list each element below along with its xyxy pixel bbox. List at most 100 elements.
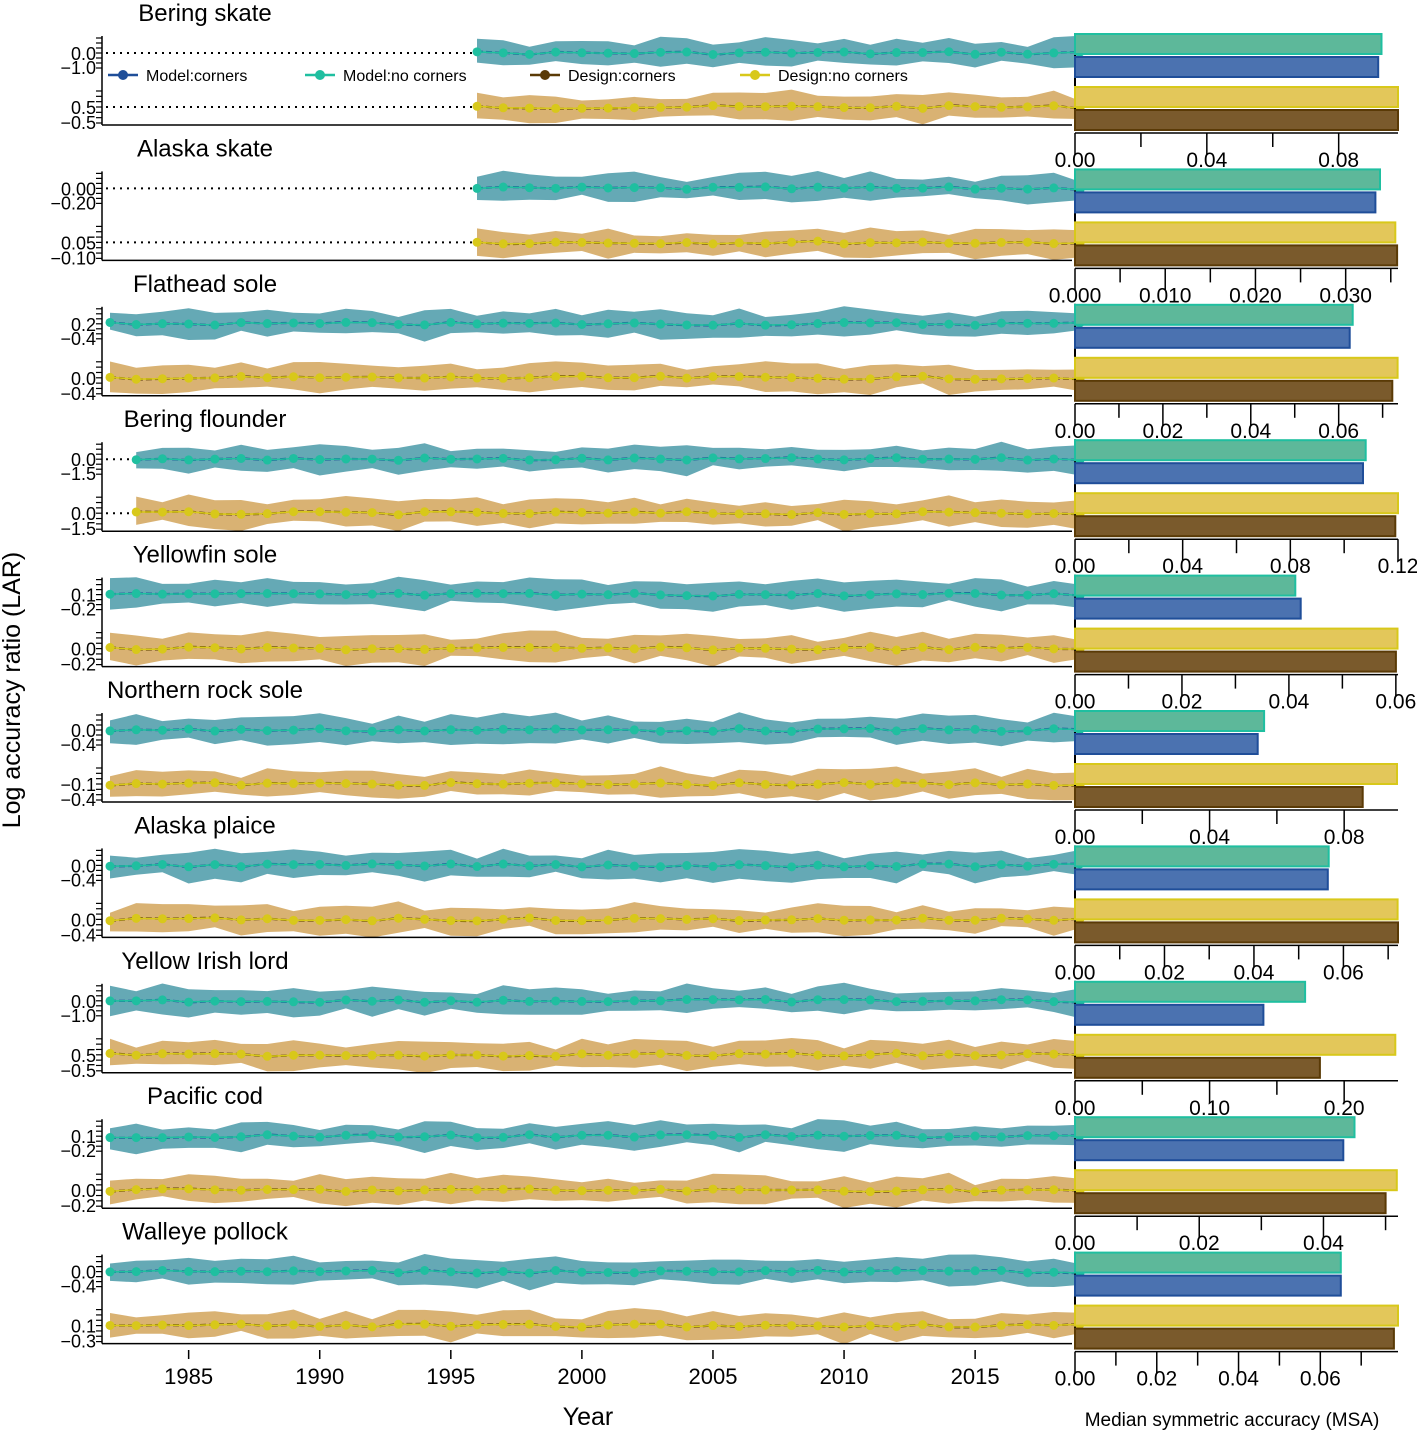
design-point <box>157 1184 167 1194</box>
model-point <box>629 1268 639 1278</box>
msa-tick-label: 0.00 <box>1055 555 1096 578</box>
design-point <box>629 103 639 113</box>
model-point <box>629 588 639 598</box>
model-point <box>787 453 797 463</box>
lar-tick-label: −1.5 <box>60 519 96 539</box>
design-uncertainty-band <box>110 361 1080 395</box>
model-point <box>131 455 141 465</box>
model-point <box>105 1267 115 1277</box>
model-point <box>813 589 823 599</box>
model-point <box>420 726 430 736</box>
design-point <box>891 778 901 788</box>
model-point <box>734 995 744 1005</box>
model-point <box>157 859 167 869</box>
design-point <box>996 1185 1006 1195</box>
model-point <box>289 1266 299 1276</box>
design-point <box>157 507 167 517</box>
design-point <box>1049 373 1059 383</box>
msa-tick-label: 0.06 <box>1323 961 1364 984</box>
design-point <box>629 913 639 923</box>
msa-bar-design-no-corners <box>1074 221 1397 244</box>
legend-label-model-corners: Model:corners <box>146 68 247 85</box>
model-point <box>734 860 744 870</box>
model-point <box>184 1266 194 1276</box>
model-point <box>708 320 718 330</box>
design-point <box>603 915 613 925</box>
model-point <box>131 589 141 599</box>
design-point <box>577 371 587 381</box>
msa-tick-label: 0.06 <box>1318 420 1359 443</box>
design-point <box>367 779 377 789</box>
lar-tick-label: −0.5 <box>60 1061 96 1081</box>
design-point <box>1023 509 1033 519</box>
design-point <box>891 509 901 519</box>
design-point <box>367 1322 377 1332</box>
model-point <box>760 47 770 57</box>
design-point <box>708 101 718 111</box>
model-point <box>420 861 430 871</box>
lar-tick-label: 0.0 <box>71 856 96 876</box>
design-point <box>891 238 901 248</box>
model-point <box>210 1132 220 1142</box>
design-point <box>760 1185 770 1195</box>
lar-tick-label: 0.1 <box>71 1127 96 1147</box>
msa-bar-design-no-corners <box>1074 1033 1397 1056</box>
design-point <box>682 1186 692 1196</box>
design-point <box>944 101 954 111</box>
model-point <box>367 1130 377 1140</box>
design-point <box>420 1319 430 1329</box>
design-point <box>551 507 561 517</box>
model-point <box>131 1267 141 1277</box>
model-point <box>367 589 377 599</box>
msa-tick-label: 0.04 <box>1268 691 1309 714</box>
design-point <box>341 915 351 925</box>
design-point <box>787 237 797 247</box>
msa-tick-label: 0.04 <box>1230 420 1271 443</box>
design-point <box>472 1320 482 1330</box>
msa-bar-design-corners <box>1074 244 1399 267</box>
model-point <box>1023 318 1033 328</box>
model-point <box>944 454 954 464</box>
model-point <box>289 589 299 599</box>
design-point <box>944 780 954 790</box>
msa-tick-label: 0.010 <box>1139 284 1192 307</box>
design-point <box>184 1049 194 1059</box>
design-point <box>131 913 141 923</box>
design-point <box>734 778 744 788</box>
model-point <box>551 724 561 734</box>
model-point <box>996 47 1006 57</box>
design-point <box>865 643 875 653</box>
msa-bar-model-no-corners <box>1074 1116 1356 1139</box>
model-point <box>760 320 770 330</box>
design-point <box>813 1050 823 1060</box>
design-point <box>210 1049 220 1059</box>
design-point <box>970 238 980 248</box>
msa-tick-label: 0.00 <box>1055 149 1096 172</box>
model-point <box>760 1266 770 1276</box>
msa-bar-model-corners <box>1074 1274 1342 1297</box>
design-point <box>1023 914 1033 924</box>
model-point <box>157 1133 167 1143</box>
design-point <box>1023 779 1033 789</box>
design-point <box>315 1321 325 1331</box>
legend-marker-design-no-corners <box>750 70 760 80</box>
lar-tick-label: −1.0 <box>60 1006 96 1026</box>
design-point <box>551 372 561 382</box>
design-point <box>970 1051 980 1061</box>
model-point <box>105 589 115 599</box>
model-point <box>1049 1131 1059 1141</box>
model-point <box>236 1266 246 1276</box>
design-point <box>734 916 744 926</box>
model-point <box>918 859 928 869</box>
model-point <box>236 1132 246 1142</box>
design-point <box>629 1319 639 1329</box>
msa-bar-design-no-corners <box>1074 898 1399 921</box>
y-axis-label: Log accuracy ratio (LAR) <box>0 552 26 829</box>
design-point <box>656 1184 666 1194</box>
design-point <box>105 372 115 382</box>
design-point <box>236 644 246 654</box>
model-point <box>865 995 875 1005</box>
model-point <box>446 317 456 327</box>
lar-tick-label: −0.2 <box>60 600 96 620</box>
design-point <box>446 1184 456 1194</box>
